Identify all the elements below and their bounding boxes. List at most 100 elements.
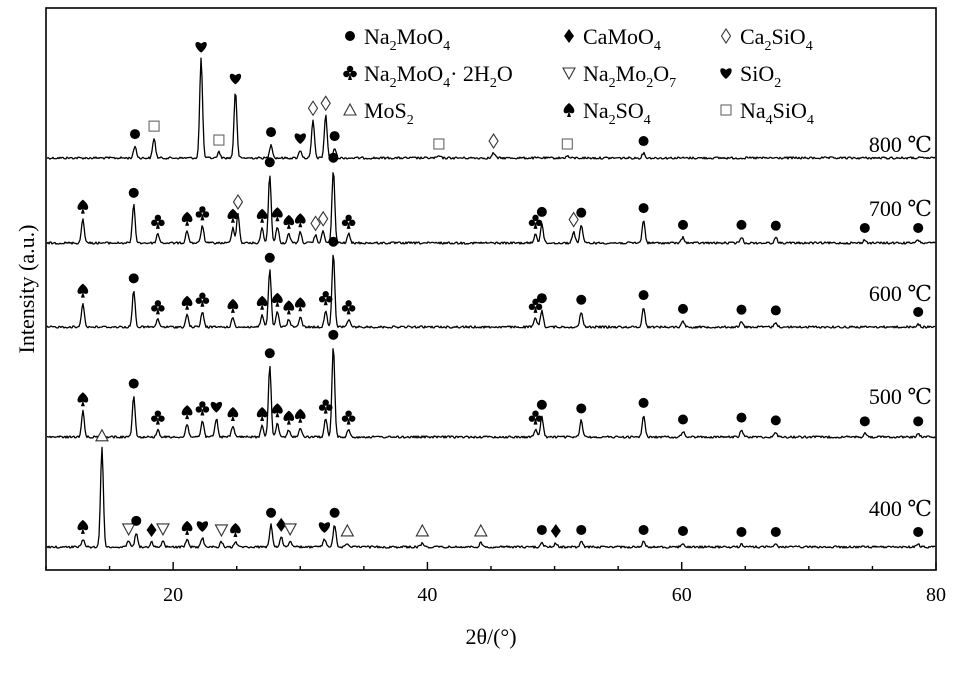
circle-marker bbox=[328, 152, 339, 163]
series-label: 400 ℃ bbox=[869, 496, 932, 521]
spade-marker bbox=[283, 410, 295, 425]
circle-marker bbox=[264, 348, 275, 359]
series-4 bbox=[46, 446, 936, 549]
spade-marker bbox=[77, 392, 89, 407]
circle-icon bbox=[345, 31, 355, 41]
spade-marker bbox=[227, 298, 239, 313]
series-line bbox=[46, 348, 936, 439]
spade-marker bbox=[181, 295, 193, 310]
temperature-labels: 800 ℃ 700 ℃ 600 ℃ 500 ℃ 400 ℃ bbox=[869, 132, 932, 521]
spade-marker bbox=[283, 300, 295, 315]
circle-marker bbox=[736, 304, 747, 315]
legend-item: CaMoO4 bbox=[564, 24, 661, 54]
circle-marker bbox=[677, 303, 688, 314]
legend-item: Na2MoO4 bbox=[345, 24, 450, 54]
club-marker bbox=[341, 300, 356, 315]
legend-label: Na2MoO4· 2H2O bbox=[364, 61, 513, 91]
circle-marker bbox=[859, 222, 870, 233]
circle-marker bbox=[264, 252, 275, 263]
circle-marker bbox=[128, 187, 139, 198]
x-axis: 20 40 60 80 bbox=[45, 562, 946, 606]
spade-marker bbox=[181, 520, 193, 535]
spade-marker bbox=[181, 211, 193, 226]
x-axis-title: 2θ/(°) bbox=[465, 624, 516, 649]
circle-marker bbox=[913, 416, 924, 427]
circle-marker bbox=[576, 207, 587, 218]
triangle-open-marker bbox=[95, 428, 109, 442]
legend-label: Na2SO4 bbox=[583, 98, 651, 128]
club-marker bbox=[318, 291, 333, 306]
triangle-down-marker bbox=[121, 523, 136, 537]
square-open-marker bbox=[433, 138, 445, 150]
circle-marker bbox=[770, 415, 781, 426]
circle-marker bbox=[328, 329, 339, 340]
legend-item: MoS2 bbox=[343, 98, 414, 128]
club-marker bbox=[151, 410, 165, 425]
x-tick-label: 60 bbox=[672, 584, 692, 606]
heart-marker bbox=[229, 73, 242, 85]
club-marker bbox=[528, 410, 543, 425]
spade-marker bbox=[294, 408, 306, 423]
heart-marker bbox=[210, 401, 223, 413]
triangle-open-marker bbox=[340, 523, 355, 537]
square-open-marker bbox=[213, 134, 225, 146]
circle-marker bbox=[770, 305, 781, 316]
circle-marker bbox=[576, 294, 587, 305]
circle-marker bbox=[770, 526, 781, 537]
circle-marker bbox=[913, 306, 924, 317]
series-label: 800 ℃ bbox=[869, 132, 932, 157]
diamond-open-marker bbox=[310, 215, 321, 232]
spade-marker bbox=[181, 405, 193, 420]
circle-marker bbox=[329, 507, 340, 518]
spade-marker bbox=[272, 207, 283, 222]
spade-marker bbox=[294, 213, 306, 228]
club-marker bbox=[341, 214, 356, 229]
diamond-open-marker bbox=[488, 133, 499, 150]
series-0 bbox=[46, 57, 936, 160]
spade-marker bbox=[77, 199, 89, 214]
circle-marker bbox=[536, 293, 547, 304]
spade-marker bbox=[272, 403, 283, 418]
legend-item: Na4SiO4 bbox=[720, 98, 814, 128]
series-line bbox=[46, 172, 936, 245]
legend-label: CaMoO4 bbox=[583, 24, 661, 54]
circle-marker bbox=[913, 526, 924, 537]
plot-frame bbox=[45, 7, 937, 571]
spade-marker bbox=[230, 522, 241, 537]
circle-marker bbox=[770, 220, 781, 231]
circle-marker bbox=[266, 507, 277, 518]
circle-marker bbox=[576, 403, 587, 414]
spade-marker bbox=[227, 208, 239, 223]
circle-marker bbox=[264, 157, 275, 168]
heart-marker bbox=[196, 521, 209, 532]
series-line bbox=[46, 57, 936, 160]
diamond-marker bbox=[146, 522, 157, 537]
series-label: 500 ℃ bbox=[869, 384, 932, 409]
circle-marker bbox=[536, 206, 547, 217]
circle-marker bbox=[328, 236, 339, 247]
x-tick-label: 20 bbox=[163, 584, 183, 606]
spade-marker bbox=[256, 406, 268, 421]
club-marker bbox=[195, 292, 210, 307]
diamond-open-marker bbox=[307, 100, 319, 117]
spade-marker bbox=[77, 519, 89, 534]
series-line bbox=[46, 446, 936, 549]
diamond-marker bbox=[276, 517, 287, 532]
circle-marker bbox=[266, 127, 277, 138]
series-line bbox=[46, 254, 936, 329]
club-marker bbox=[151, 300, 165, 315]
spade-marker bbox=[272, 292, 283, 307]
legend-item: Na2SO4 bbox=[563, 98, 651, 128]
heart-marker bbox=[318, 522, 331, 533]
spade-marker bbox=[256, 208, 268, 223]
legend-label: Ca2SiO4 bbox=[740, 24, 813, 54]
diamond-open-marker bbox=[318, 210, 329, 227]
heart-icon bbox=[720, 68, 732, 79]
square-open-marker bbox=[561, 138, 573, 150]
legend: Na2MoO4 CaMoO4 Ca2SiO4 Na2MoO4· 2H2O Na2Mo2O… bbox=[343, 24, 814, 128]
circle-marker bbox=[536, 524, 547, 535]
series-label: 600 ℃ bbox=[869, 281, 932, 306]
legend-label: Na4SiO4 bbox=[740, 98, 814, 128]
triangle-open-marker bbox=[473, 523, 488, 537]
series-1 bbox=[46, 172, 936, 245]
